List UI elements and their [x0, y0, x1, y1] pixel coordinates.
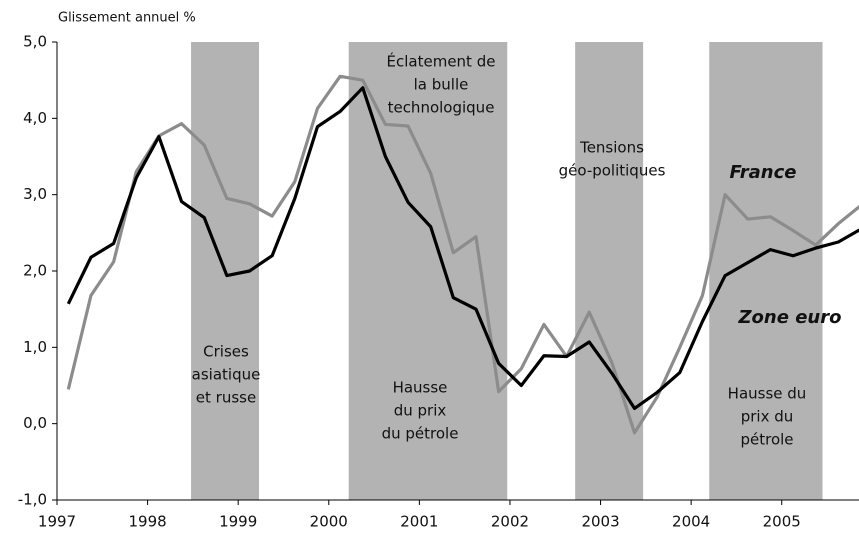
annotation: Éclatement de	[387, 52, 496, 71]
x-tick-label: 1999	[219, 513, 257, 531]
x-tick-label: 1998	[128, 513, 166, 531]
annotation: technologique	[388, 99, 495, 117]
y-tick-label: -1,0	[18, 491, 47, 509]
y-axis-label: Glissement annuel %	[58, 11, 196, 26]
annotation: prix du	[741, 408, 794, 426]
annotation: la bulle	[414, 76, 469, 94]
annotation: du prix	[394, 402, 447, 420]
x-tick-label: 2005	[763, 513, 801, 531]
annotation: et russe	[196, 389, 256, 407]
y-tick-label: 2,0	[23, 262, 47, 280]
annotation: Hausse du	[728, 385, 807, 403]
x-tick-label: 2004	[672, 513, 710, 531]
annotation: géo-politiques	[559, 162, 666, 180]
x-tick-label: 1997	[38, 513, 76, 531]
annotation: Crises	[203, 343, 249, 361]
annotation: asiatique	[192, 366, 261, 384]
x-tick-label: 2003	[581, 513, 619, 531]
shaded-period	[709, 42, 823, 500]
y-tick-label: 0,0	[23, 414, 47, 432]
annotation: pétrole	[740, 431, 793, 449]
annotation: Hausse	[393, 379, 448, 397]
x-tick-label: 2002	[491, 513, 529, 531]
x-tick-label: 2000	[310, 513, 348, 531]
annotation: du pétrole	[382, 425, 459, 443]
series-label: Zone euro	[738, 307, 842, 328]
y-tick-label: 5,0	[23, 33, 47, 51]
annotation: Tensions	[579, 139, 644, 157]
x-tick-label: 2001	[400, 513, 438, 531]
series-line	[66, 74, 859, 435]
y-tick-label: 3,0	[23, 185, 47, 203]
series-line	[66, 86, 859, 410]
y-tick-label: 4,0	[23, 109, 47, 127]
series-label: France	[729, 162, 796, 183]
y-tick-label: 1,0	[23, 338, 47, 356]
